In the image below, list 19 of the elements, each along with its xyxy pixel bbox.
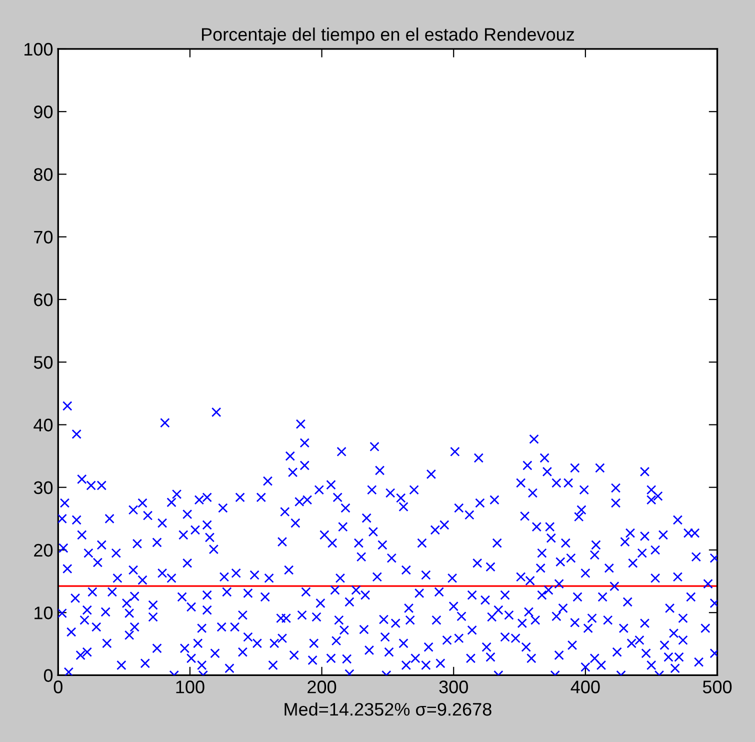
x-tick-label: 300 [439, 680, 468, 694]
x-tick-label: 100 [176, 680, 204, 694]
y-tick-label: 90 [34, 106, 53, 118]
x-axis-title: Med=14.2352% σ=9.2678 [284, 702, 492, 716]
x-tick-label: 500 [702, 680, 732, 694]
y-tick-label: 40 [34, 418, 53, 432]
y-tick-label: 100 [24, 42, 53, 56]
y-tick-label: 0 [44, 669, 53, 682]
y-tick-label: 10 [34, 606, 53, 620]
y-tick-label: 60 [34, 293, 53, 306]
y-tick-label: 70 [34, 230, 53, 244]
y-tick-label: 30 [34, 481, 53, 494]
y-tick-label: 20 [34, 544, 53, 557]
y-tick-label: 50 [34, 356, 53, 369]
x-tick-label: 0 [54, 680, 62, 694]
x-tick-label: 400 [570, 680, 600, 694]
x-tick-label: 200 [308, 680, 336, 694]
y-tick-label: 80 [34, 168, 53, 181]
chart-title: Porcentaje del tiempo en el estado Rendevouz [202, 28, 574, 44]
